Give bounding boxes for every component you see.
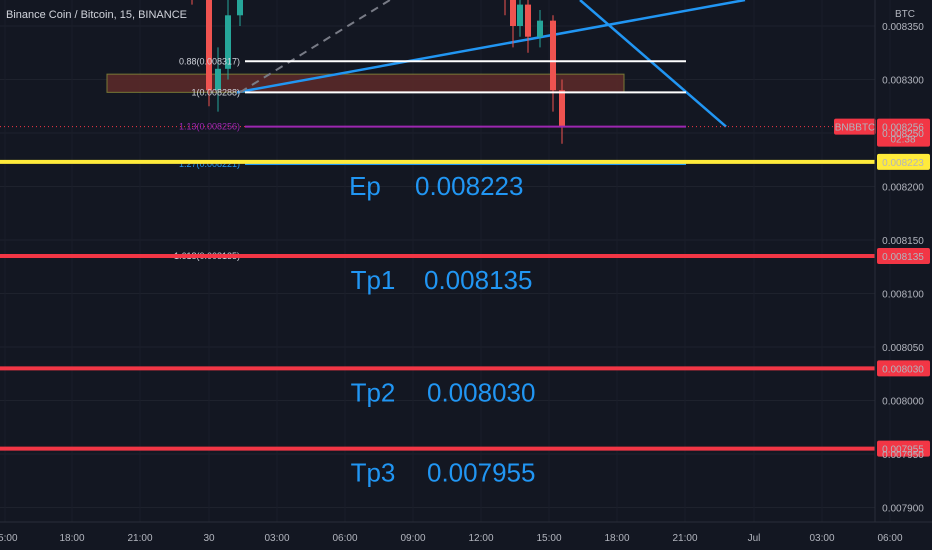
candle-body <box>559 90 565 127</box>
time-tick-label: 12:00 <box>468 533 493 544</box>
time-tick-label: 15:00 <box>0 533 18 544</box>
level-price-tag <box>877 153 930 170</box>
dashed-projection-line <box>239 0 391 94</box>
level-price-label: 0.007955 <box>427 458 535 488</box>
price-tick-label: 0.008000 <box>882 397 924 408</box>
level-price-tag-text: 0.008135 <box>882 252 924 263</box>
level-price-tag <box>877 440 930 457</box>
fib-level-label: 1.13(0.008256) <box>179 122 240 132</box>
level-name-label: Tp3 <box>351 458 396 488</box>
fib-level-label: 1(0.008288) <box>191 87 240 97</box>
time-tick-label: 18:00 <box>59 533 84 544</box>
currency-label: BTC <box>895 9 915 20</box>
candle-body <box>525 4 531 37</box>
time-tick-label: 06:00 <box>877 533 902 544</box>
time-tick-label: 18:00 <box>604 533 629 544</box>
level-price-tag-text: 0.007955 <box>882 445 924 456</box>
candle-body <box>206 0 212 91</box>
symbol-tag-text: BNBBTC <box>835 123 876 134</box>
level-price-label: 0.008135 <box>424 265 532 295</box>
time-tick-label: 15:00 <box>536 533 561 544</box>
level-price-tag-text: 0.008223 <box>882 158 924 169</box>
symbol-tag <box>834 118 876 135</box>
candle-body <box>215 68 221 91</box>
price-tick-label: 0.007900 <box>882 504 924 515</box>
chart-title: Binance Coin / Bitcoin, 15, BINANCE <box>6 9 187 21</box>
price-tick-label: 0.008200 <box>882 183 924 194</box>
candle-body <box>550 20 556 91</box>
price-tick-label: 0.008350 <box>882 22 924 33</box>
time-tick-label: 03:00 <box>264 533 289 544</box>
candle-body <box>237 0 243 16</box>
price-tick-label: 0.008100 <box>882 290 924 301</box>
time-tick-label: 21:00 <box>672 533 697 544</box>
level-price-label: 0.008030 <box>427 377 535 407</box>
time-tick-label: 21:00 <box>127 533 152 544</box>
time-tick-label: 09:00 <box>400 533 425 544</box>
current-price-text: 0.008256 <box>882 123 924 134</box>
level-name-label: Tp1 <box>351 265 396 295</box>
level-price-label: 0.008223 <box>415 171 523 201</box>
price-tick-label: 0.008050 <box>882 343 924 354</box>
highlight-zone <box>106 73 625 93</box>
fib-level-label: 0.88(0.008317) <box>179 56 240 66</box>
candle-body <box>537 20 543 37</box>
price-tick-label: 0.008300 <box>882 76 924 87</box>
level-price-tag-text: 0.008030 <box>882 364 924 375</box>
level-price-tag <box>877 360 930 377</box>
price-tick-label: 0.008150 <box>882 236 924 247</box>
grid <box>0 25 875 508</box>
level-price-tag <box>877 248 930 265</box>
candle-body <box>517 4 523 26</box>
fib-level-label: 1.27(0.008221) <box>179 159 240 169</box>
candles-layer <box>191 0 565 144</box>
time-tick-label: 06:00 <box>332 533 357 544</box>
falling-trendline <box>579 0 727 128</box>
candle-body <box>510 0 516 26</box>
price-tick-label: 0.007950 <box>882 450 924 461</box>
zone-layer <box>106 73 625 93</box>
trendlines-layer <box>0 0 875 128</box>
level-lines-layer: Ep 0.008223 0.008223 Tp1 0.008135 0.008135 Tp2… <box>0 118 930 488</box>
time-tick-label: Jul <box>748 533 761 544</box>
candle-body <box>225 15 231 69</box>
time-axis[interactable]: 15:00 18:00 21:00 30 03:00 06:00 09:00 12:00 15:… <box>0 521 932 544</box>
current-price-tag <box>877 118 930 147</box>
countdown-text: 02:38 <box>890 135 915 146</box>
rising-trendline <box>236 0 746 94</box>
price-tick-label: 0.008250 <box>882 129 924 140</box>
price-axis[interactable]: 0.008350 0.008300 0.008250 0.008200 0.008150… <box>874 0 924 522</box>
time-tick-label: 30 <box>203 533 215 544</box>
level-name-label: Tp2 <box>351 377 396 407</box>
level-name-label: Ep <box>349 171 381 201</box>
time-tick-label: 03:00 <box>809 533 834 544</box>
